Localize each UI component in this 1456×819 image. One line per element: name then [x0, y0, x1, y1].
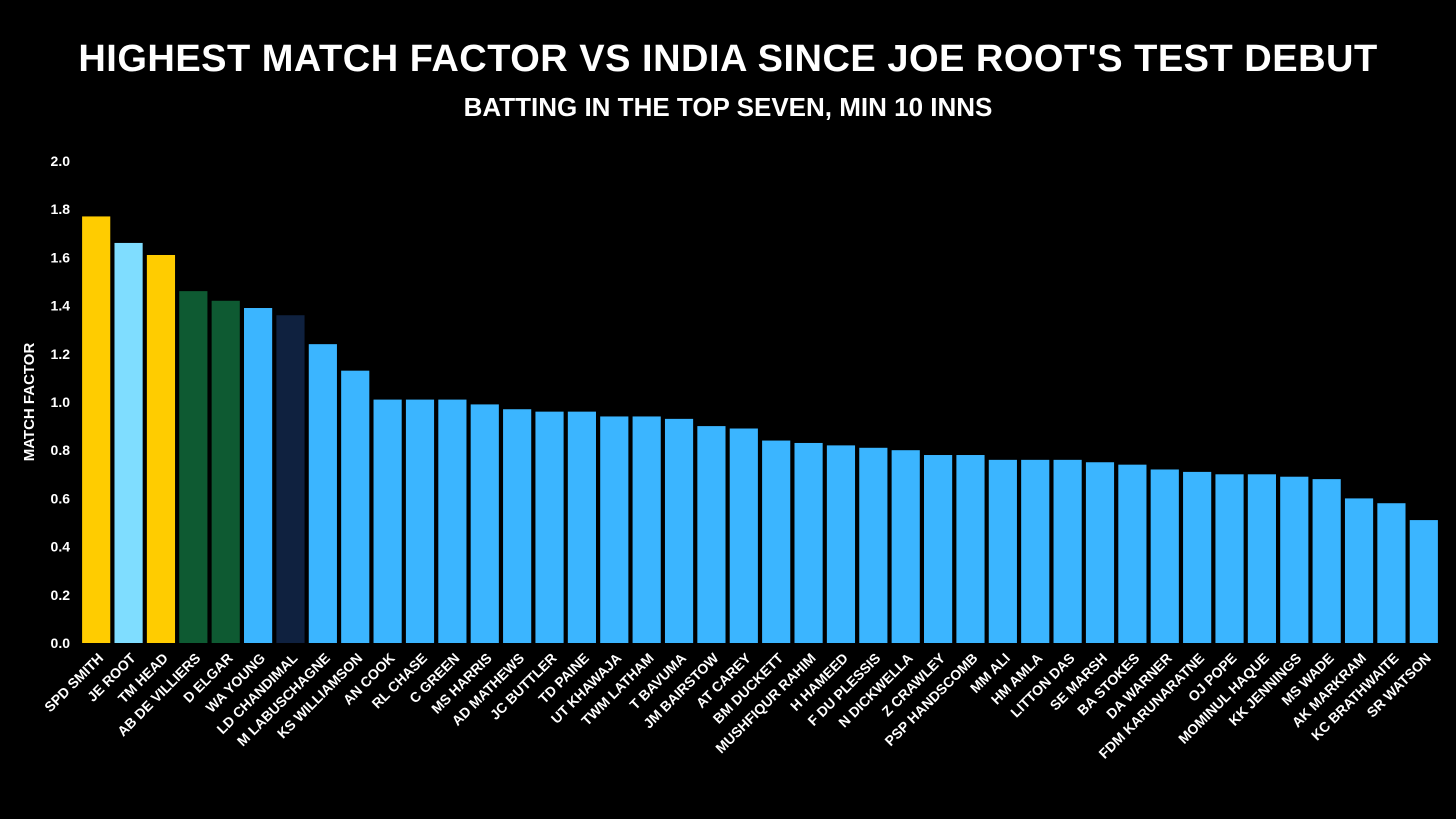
y-tick-label: 1.4	[51, 298, 71, 314]
y-tick-label: 1.6	[51, 249, 71, 265]
bar	[1409, 520, 1438, 643]
bar	[179, 291, 208, 643]
bar	[341, 370, 370, 643]
bar	[1344, 498, 1374, 643]
bars-group	[82, 216, 1438, 644]
bar	[503, 409, 532, 643]
bar	[308, 344, 337, 643]
bar	[1183, 471, 1212, 643]
bar	[1377, 503, 1406, 643]
y-axis-title: MATCH FACTOR	[21, 343, 38, 462]
bar	[211, 300, 240, 643]
chart-title: HIGHEST MATCH FACTOR VS INDIA SINCE JOE …	[78, 38, 1378, 80]
bar	[470, 404, 499, 643]
bar	[567, 411, 596, 643]
bar	[794, 442, 823, 643]
bar	[373, 399, 402, 643]
y-tick-label: 0.0	[51, 635, 71, 651]
bar	[1280, 476, 1309, 643]
bar	[988, 459, 1017, 643]
bar	[1150, 469, 1179, 643]
bar	[632, 416, 661, 643]
bar	[82, 216, 111, 643]
bar	[859, 447, 888, 643]
bar	[276, 315, 305, 643]
chart-subtitle: BATTING IN THE TOP SEVEN, MIN 10 INNS	[463, 92, 993, 122]
bar	[1247, 474, 1276, 643]
bar	[1053, 459, 1082, 643]
y-tick-label: 0.2	[51, 587, 71, 603]
bar	[1118, 464, 1147, 643]
bar	[956, 455, 985, 643]
bar	[664, 418, 694, 643]
y-tick-label: 2.0	[51, 153, 71, 169]
bar	[1085, 462, 1115, 643]
bar	[924, 455, 953, 643]
bar	[438, 399, 467, 643]
y-tick-label: 0.4	[51, 539, 71, 555]
bar	[535, 411, 564, 643]
bar	[600, 416, 629, 643]
y-tick-label: 0.8	[51, 442, 71, 458]
bar	[244, 308, 273, 643]
bar	[405, 399, 435, 643]
y-tick-label: 1.2	[51, 346, 71, 362]
y-tick-label: 1.0	[51, 394, 71, 410]
bar	[891, 450, 920, 643]
bar	[697, 426, 726, 643]
bar	[146, 254, 176, 644]
y-axis: 0.0 0.2 0.4 0.6 0.8 1.0 1.2 1.4 1.6 1.8 2.0	[51, 153, 71, 651]
bar	[729, 428, 758, 643]
bar	[826, 445, 856, 643]
bar	[1215, 474, 1244, 643]
bar	[114, 242, 143, 643]
bar	[1312, 479, 1341, 643]
bar	[1021, 459, 1050, 643]
bar	[762, 440, 791, 643]
y-tick-label: 0.6	[51, 490, 71, 506]
y-tick-label: 1.8	[51, 201, 71, 217]
